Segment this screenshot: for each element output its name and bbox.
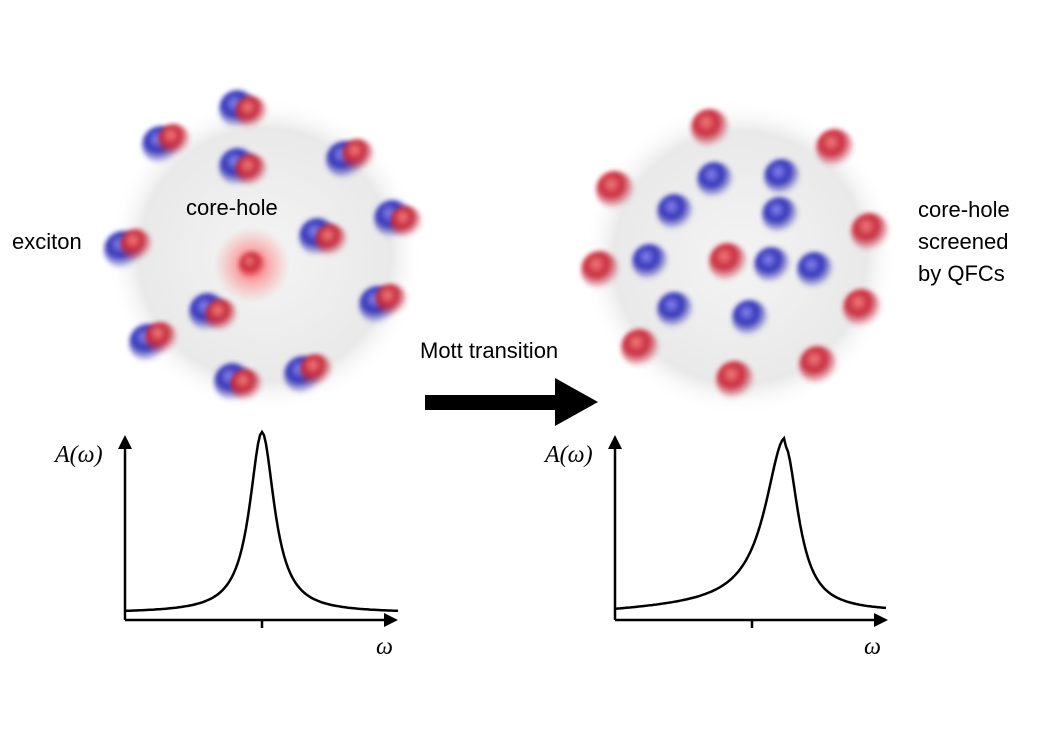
particles xyxy=(104,90,889,401)
axis-arrows xyxy=(608,435,888,627)
axis-label: ω xyxy=(376,634,393,660)
particle xyxy=(235,154,267,186)
particle xyxy=(716,361,754,399)
particle xyxy=(158,124,190,156)
particle xyxy=(375,284,407,316)
curve xyxy=(126,429,398,613)
particle xyxy=(843,289,881,327)
particle xyxy=(816,129,854,167)
particle xyxy=(315,224,347,256)
particle xyxy=(657,194,693,230)
axis-arrows xyxy=(118,435,398,627)
particle xyxy=(581,251,619,289)
particle xyxy=(145,322,177,354)
particle xyxy=(621,329,659,367)
axis-label: A(ω) xyxy=(53,442,103,468)
label: Mott transition xyxy=(420,338,558,363)
label: exciton xyxy=(12,229,82,254)
axis-label: A(ω) xyxy=(543,442,593,468)
axis-label: ω xyxy=(864,634,881,660)
axes xyxy=(613,445,880,628)
particle xyxy=(596,171,634,209)
particle xyxy=(764,159,800,195)
label: core-hole xyxy=(186,195,278,220)
particle xyxy=(851,213,889,251)
particle xyxy=(235,96,267,128)
label: core-hole xyxy=(918,197,1010,222)
arrow-head xyxy=(555,378,598,426)
particle xyxy=(300,354,332,386)
particle xyxy=(657,292,693,328)
particle xyxy=(230,369,262,401)
particle xyxy=(390,206,422,238)
axes xyxy=(123,445,390,628)
particle xyxy=(691,109,729,147)
particle xyxy=(632,244,668,280)
label: by QFCs xyxy=(918,261,1005,286)
particle xyxy=(697,162,733,198)
particle xyxy=(120,229,152,261)
particle xyxy=(762,197,798,233)
particle xyxy=(732,300,768,336)
particle xyxy=(797,252,833,288)
particle xyxy=(709,243,747,281)
arrow xyxy=(425,395,560,410)
particle xyxy=(205,299,237,331)
particle xyxy=(239,252,265,278)
label: screened xyxy=(918,229,1009,254)
particle xyxy=(754,247,790,283)
particle xyxy=(799,346,837,384)
curve xyxy=(615,435,887,610)
particle xyxy=(342,139,374,171)
